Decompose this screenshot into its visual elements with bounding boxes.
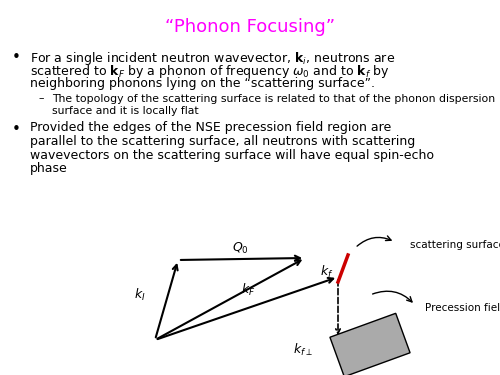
Text: wavevectors on the scattering surface will have equal spin-echo: wavevectors on the scattering surface wi… bbox=[30, 148, 434, 162]
Text: The topology of the scattering surface is related to that of the phonon dispersi: The topology of the scattering surface i… bbox=[52, 93, 495, 104]
Text: $Q_0$: $Q_0$ bbox=[232, 240, 248, 255]
Text: “Phonon Focusing”: “Phonon Focusing” bbox=[165, 18, 335, 36]
Text: Provided the edges of the NSE precession field region are: Provided the edges of the NSE precession… bbox=[30, 122, 391, 135]
Text: •: • bbox=[12, 122, 21, 136]
Text: –: – bbox=[38, 93, 44, 104]
Text: surface and it is locally flat: surface and it is locally flat bbox=[52, 105, 199, 116]
Text: $k_I$: $k_I$ bbox=[134, 287, 146, 303]
Text: For a single incident neutron wavevector, $\mathbf{k}_i$, neutrons are: For a single incident neutron wavevector… bbox=[30, 50, 395, 67]
FancyArrowPatch shape bbox=[372, 291, 412, 302]
FancyArrowPatch shape bbox=[357, 236, 391, 246]
Text: •: • bbox=[12, 50, 21, 65]
Text: $k_F$: $k_F$ bbox=[241, 282, 255, 298]
Text: neighboring phonons lying on the “scattering surface”.: neighboring phonons lying on the “scatte… bbox=[30, 77, 375, 90]
Text: phase: phase bbox=[30, 162, 68, 175]
Polygon shape bbox=[330, 313, 410, 375]
Text: scattered to $\mathbf{k}_F$ by a phonon of frequency $\omega_0$ and to $\mathbf{: scattered to $\mathbf{k}_F$ by a phonon … bbox=[30, 63, 390, 81]
Text: scattering surface: scattering surface bbox=[410, 240, 500, 250]
Text: $k_{f\perp}$: $k_{f\perp}$ bbox=[293, 342, 313, 358]
Text: parallel to the scattering surface, all neutrons with scattering: parallel to the scattering surface, all … bbox=[30, 135, 415, 148]
Text: Precession field region: Precession field region bbox=[425, 303, 500, 313]
Text: $k_f$: $k_f$ bbox=[320, 264, 334, 280]
